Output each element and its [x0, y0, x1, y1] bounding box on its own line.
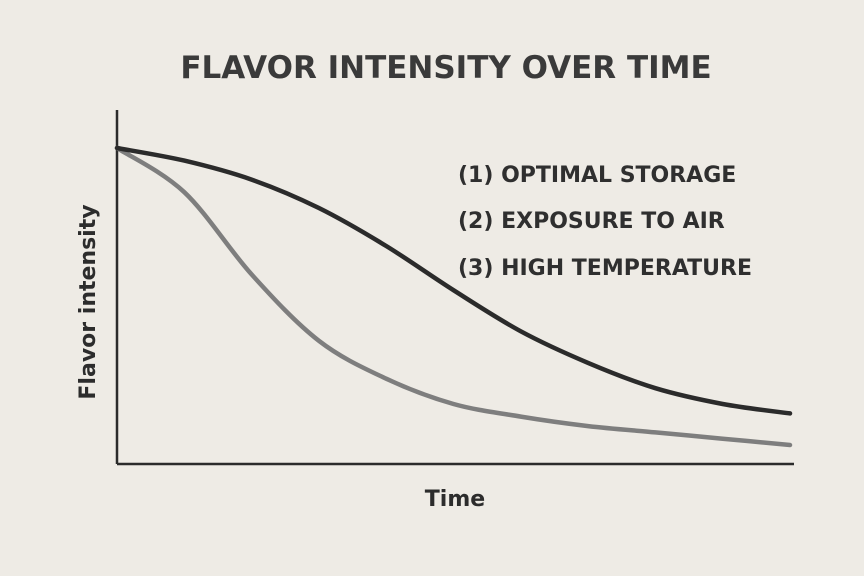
chart-title: FLAVOR INTENSITY OVER TIME [180, 50, 711, 86]
x-axis-label: Time [425, 487, 485, 512]
series-line-1 [114, 145, 793, 416]
y-axis-label: Flavor intensity [76, 204, 101, 399]
legend-entry-2: (2) EXPOSURE TO AIR [458, 209, 725, 234]
legend-entry-1: (1) OPTIMAL STORAGE [458, 163, 736, 188]
series-layer [114, 145, 793, 448]
legend: (1) OPTIMAL STORAGE (2) EXPOSURE TO AIR … [458, 163, 752, 281]
series-line-2 [114, 145, 793, 448]
axes [115, 110, 794, 466]
legend-entry-3: (3) HIGH TEMPERATURE [458, 256, 752, 281]
